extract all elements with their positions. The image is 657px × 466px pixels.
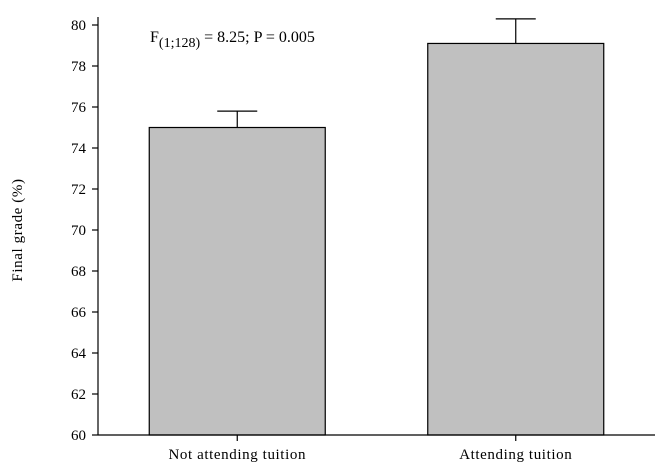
y-tick-label: 78	[71, 59, 86, 75]
bars-group	[149, 43, 604, 435]
x-category-label: Attending tuition	[459, 447, 572, 463]
y-tick-label: 60	[71, 428, 86, 444]
x-category-label: Not attending tuition	[168, 447, 306, 463]
y-tick-label: 66	[71, 305, 87, 321]
y-tick-label: 74	[71, 141, 87, 157]
y-tick-label: 62	[71, 387, 86, 403]
y-tick-label: 72	[71, 182, 86, 198]
y-tick-label: 80	[71, 18, 86, 34]
stat-annotation-suffix: = 8.25; P = 0.005	[200, 29, 315, 46]
y-axis-ticks: 60 62 64 66 68 70 72 74 76 78 80	[71, 18, 98, 444]
stat-annotation: F(1;128) = 8.25; P = 0.005	[150, 29, 315, 51]
x-axis-ticks: Not attending tuition Attending tuition	[168, 435, 572, 463]
y-tick-label: 64	[71, 346, 87, 362]
stat-annotation-prefix: F	[150, 29, 159, 46]
y-tick-label: 70	[71, 223, 86, 239]
bar	[149, 128, 325, 436]
y-tick-label: 68	[71, 264, 86, 280]
y-tick-label: 76	[71, 100, 87, 116]
stat-annotation-subscript: (1;128)	[159, 36, 201, 51]
y-axis-title: Final grade (%)	[10, 178, 26, 281]
bar	[428, 43, 604, 435]
